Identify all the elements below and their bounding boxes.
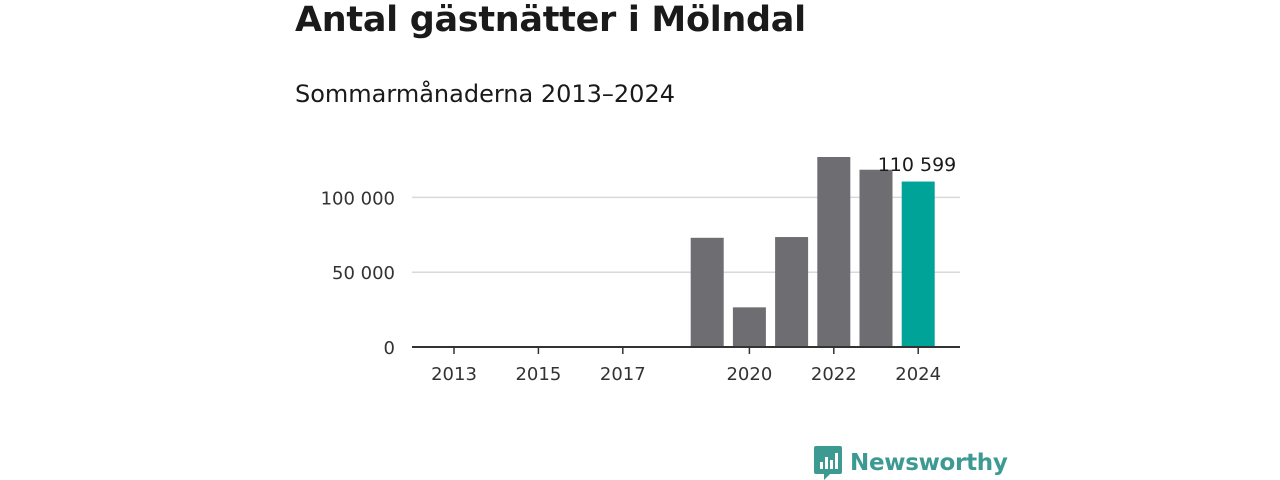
bar [859, 169, 893, 347]
x-tick-label: 2017 [600, 364, 646, 385]
x-tick-label: 2015 [515, 364, 561, 385]
x-tick-label: 2013 [431, 364, 477, 385]
brand-logo: Newsworthy [814, 446, 1008, 480]
annotation-dot [900, 169, 906, 175]
bar [775, 237, 809, 347]
brand-name: Newsworthy [850, 450, 1008, 476]
value-annotation: 110 599 [878, 154, 957, 176]
y-tick-label: 0 [384, 338, 395, 359]
highlight-bar [901, 181, 935, 347]
x-tick-label: 2024 [895, 364, 941, 385]
bar [732, 307, 766, 347]
chart-title: Antal gästnätter i Mölndal [295, 0, 806, 40]
chart-subtitle: Sommarmånaderna 2013–2024 [295, 80, 675, 108]
bar [690, 237, 724, 347]
x-tick-label: 2020 [726, 364, 772, 385]
bar [817, 157, 851, 347]
y-tick-label: 100 000 [321, 188, 395, 209]
y-tick-label: 50 000 [332, 263, 395, 284]
newsworthy-logo-icon [814, 446, 842, 480]
x-tick-label: 2022 [811, 364, 857, 385]
